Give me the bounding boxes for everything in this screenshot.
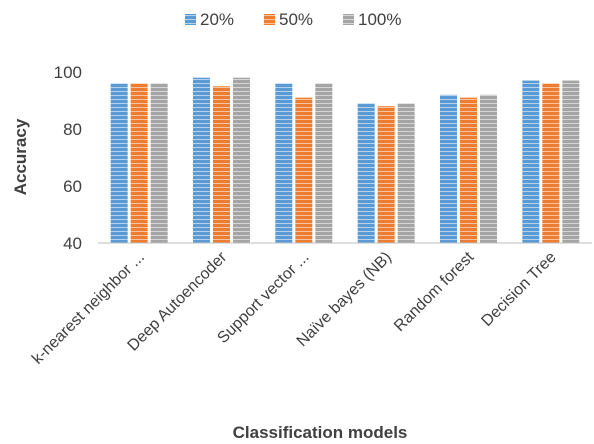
bar-50pct-3 [377, 106, 395, 243]
x-category-label: k-nearest neighbor ... [29, 249, 148, 368]
bar-100pct-0 [150, 83, 168, 244]
y-axis-title: Accuracy [11, 118, 30, 195]
x-category-label: Decision Tree [478, 249, 559, 330]
bar-100pct-5 [562, 80, 580, 243]
bar-100pct-3 [397, 103, 415, 243]
bar-50pct-2 [295, 97, 313, 244]
legend-swatch [185, 14, 196, 25]
bar-50pct-0 [130, 83, 148, 244]
bar-20pct-2 [275, 83, 293, 244]
x-category-label: Random forest [391, 248, 478, 335]
bar-100pct-1 [233, 77, 250, 243]
x-axis-title: Classification models [233, 423, 408, 442]
bar-100pct-4 [480, 94, 497, 243]
y-tick-label: 80 [63, 120, 82, 139]
x-category-label: Support vector ... [214, 249, 312, 347]
bar-20pct-5 [522, 80, 540, 243]
bar-50pct-4 [460, 97, 477, 244]
bars [110, 77, 580, 244]
legend-label: 100% [358, 10, 401, 29]
y-tick-label: 60 [63, 177, 82, 196]
bar-20pct-3 [357, 103, 375, 243]
bar-20pct-4 [440, 94, 457, 243]
legend-swatch [264, 14, 275, 25]
legend-swatch [343, 14, 354, 25]
legend-label: 50% [279, 10, 313, 29]
bar-50pct-5 [542, 83, 560, 244]
y-tick-label: 40 [63, 234, 82, 253]
legend-label: 20% [200, 10, 234, 29]
bar-20pct-0 [110, 83, 128, 244]
bar-100pct-2 [315, 83, 333, 244]
bar-50pct-1 [213, 86, 230, 243]
bar-20pct-1 [193, 77, 210, 243]
y-tick-label: 100 [54, 63, 82, 82]
x-axis-categories: k-nearest neighbor ...Deep AutoencoderSu… [29, 248, 560, 367]
legend: 20% 50% 100% [185, 10, 401, 29]
y-axis-ticks: 40 60 80 100 [54, 63, 82, 253]
